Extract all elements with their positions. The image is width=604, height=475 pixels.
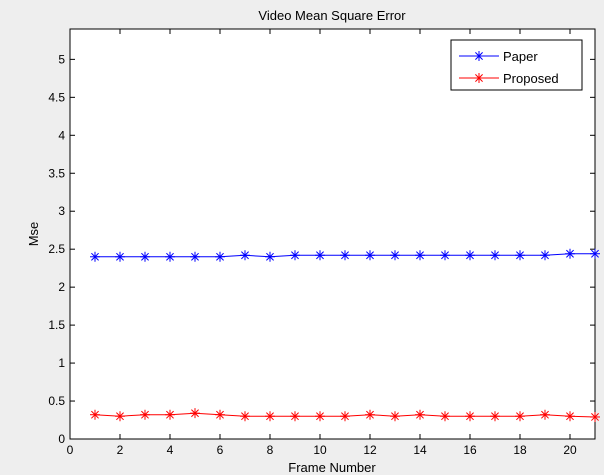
data-point bbox=[540, 250, 550, 261]
data-point bbox=[515, 411, 525, 422]
data-point bbox=[190, 251, 200, 262]
data-point bbox=[165, 251, 175, 262]
y-tick-label: 3.5 bbox=[48, 166, 65, 180]
x-tick-label: 8 bbox=[267, 443, 274, 457]
x-tick-label: 16 bbox=[463, 443, 477, 457]
y-tick-label: 1 bbox=[58, 356, 65, 370]
legend-item: Paper bbox=[459, 49, 538, 64]
x-tick-label: 10 bbox=[313, 443, 327, 457]
data-point bbox=[540, 409, 550, 420]
data-point bbox=[465, 250, 475, 261]
data-point bbox=[415, 250, 425, 261]
data-point bbox=[240, 411, 250, 422]
data-point bbox=[590, 411, 600, 422]
series-layer bbox=[90, 248, 600, 422]
x-tick-label: 6 bbox=[217, 443, 224, 457]
legend-label: Proposed bbox=[503, 71, 559, 86]
data-point bbox=[265, 411, 275, 422]
data-point bbox=[365, 409, 375, 420]
legend-label: Paper bbox=[503, 49, 538, 64]
legend: Paper Proposed bbox=[450, 39, 583, 91]
legend-swatch-marker bbox=[474, 73, 484, 83]
axes-ticks: 0 2 4 6 8 10 12 14 16 18 20 0 0.5 1 1.5 2 2.5 3 3.5 4 4.5 5 bbox=[48, 29, 595, 457]
data-point bbox=[315, 411, 325, 422]
data-point bbox=[115, 251, 125, 262]
data-point bbox=[215, 251, 225, 262]
data-point bbox=[140, 409, 150, 420]
data-point bbox=[290, 411, 300, 422]
data-point bbox=[440, 411, 450, 422]
plot-area bbox=[69, 28, 596, 440]
chart-title: Video Mean Square Error bbox=[258, 8, 406, 23]
y-tick-label: 4 bbox=[58, 128, 65, 142]
y-tick-label: 1.5 bbox=[48, 318, 65, 332]
series-proposed bbox=[90, 408, 600, 422]
legend-box bbox=[450, 39, 583, 91]
data-point bbox=[215, 409, 225, 420]
data-point bbox=[565, 411, 575, 422]
data-point bbox=[90, 409, 100, 420]
data-point bbox=[340, 250, 350, 261]
data-point bbox=[515, 250, 525, 261]
legend-swatch-marker bbox=[474, 51, 484, 61]
x-tick-label: 4 bbox=[167, 443, 174, 457]
y-tick-label: 0 bbox=[58, 432, 65, 446]
data-point bbox=[140, 251, 150, 262]
data-point bbox=[240, 250, 250, 261]
legend-item: Proposed bbox=[459, 71, 559, 86]
x-tick-label: 14 bbox=[413, 443, 427, 457]
data-point bbox=[490, 411, 500, 422]
y-tick-label: 3 bbox=[58, 204, 65, 218]
data-point bbox=[390, 250, 400, 261]
data-point bbox=[265, 251, 275, 262]
series-paper bbox=[90, 248, 600, 262]
x-tick-label: 12 bbox=[363, 443, 377, 457]
data-point bbox=[315, 250, 325, 261]
y-tick-label: 2 bbox=[58, 280, 65, 294]
data-point bbox=[565, 248, 575, 259]
data-point bbox=[340, 411, 350, 422]
data-point bbox=[165, 409, 175, 420]
y-tick-label: 2.5 bbox=[48, 242, 65, 256]
x-tick-label: 20 bbox=[563, 443, 577, 457]
data-point bbox=[590, 248, 600, 259]
data-point bbox=[415, 409, 425, 420]
data-point bbox=[490, 250, 500, 261]
data-point bbox=[290, 250, 300, 261]
data-point bbox=[465, 411, 475, 422]
y-tick-label: 0.5 bbox=[48, 394, 65, 408]
x-tick-label: 2 bbox=[117, 443, 124, 457]
y-tick-label: 5 bbox=[58, 52, 65, 66]
data-point bbox=[390, 411, 400, 422]
data-point bbox=[190, 408, 200, 419]
data-point bbox=[115, 411, 125, 422]
data-point bbox=[90, 251, 100, 262]
data-point bbox=[365, 250, 375, 261]
x-tick-label: 18 bbox=[513, 443, 527, 457]
data-point bbox=[440, 250, 450, 261]
y-tick-label: 4.5 bbox=[48, 90, 65, 104]
y-axis-label: Mse bbox=[26, 222, 41, 247]
x-axis-label: Frame Number bbox=[288, 460, 376, 475]
x-tick-label: 0 bbox=[67, 443, 74, 457]
